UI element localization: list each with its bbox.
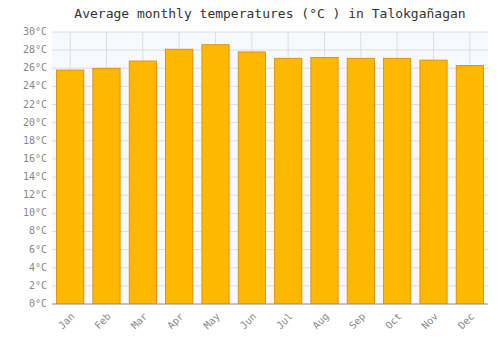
bar <box>347 58 374 304</box>
y-tick-label: 16°C <box>23 153 47 164</box>
bar <box>238 52 265 304</box>
bar <box>166 49 193 304</box>
x-tick-label: Dec <box>456 311 477 332</box>
x-tick-label: Aug <box>310 311 331 332</box>
chart-container: 0°C 2°C 4°C 6°C 8°C 10°C 12°C 14°C 16°C 18°C 20°C 2… <box>0 0 500 350</box>
y-tick-label: 30°C <box>23 26 47 37</box>
x-tick-label: Nov <box>419 311 440 332</box>
x-tick-label: Mar <box>129 311 150 332</box>
x-tick-label: Jul <box>274 311 295 332</box>
x-tick-label: May <box>201 311 222 332</box>
x-axis-line <box>52 304 488 305</box>
bar <box>420 60 447 304</box>
x-tick-label: Sep <box>347 311 368 332</box>
x-tick-label: Feb <box>92 311 113 332</box>
grid <box>52 32 488 304</box>
bar <box>93 68 120 304</box>
bar <box>129 61 156 304</box>
y-tick-label: 22°C <box>23 99 47 110</box>
bar <box>202 45 229 304</box>
bar <box>456 66 483 304</box>
y-axis: 0°C 2°C 4°C 6°C 8°C 10°C 12°C 14°C 16°C 18°C 20°C 2… <box>23 26 47 309</box>
y-grid-line <box>52 50 488 51</box>
bars <box>57 45 484 304</box>
bar <box>311 57 338 304</box>
y-tick-label: 0°C <box>29 298 47 309</box>
y-tick-label: 12°C <box>23 189 47 200</box>
chart-title: Average monthly temperatures (°C ) in Ta… <box>74 6 465 21</box>
y-grid-line <box>52 32 488 33</box>
chart-svg: 0°C 2°C 4°C 6°C 8°C 10°C 12°C 14°C 16°C 18°C 20°C 2… <box>0 0 500 350</box>
x-tick-label: Oct <box>383 311 404 332</box>
x-tick-label: Jan <box>56 311 77 332</box>
y-tick-label: 24°C <box>23 80 47 91</box>
x-axis: Jan Feb Mar Apr May Jun Jul Aug Sep Oct Nov Dec <box>52 304 488 331</box>
y-grid-line <box>52 304 488 305</box>
y-tick-label: 2°C <box>29 280 47 291</box>
bar <box>275 58 302 304</box>
y-tick-label: 18°C <box>23 135 47 146</box>
x-tick-label: Apr <box>165 311 186 332</box>
bar <box>57 70 84 304</box>
x-tick-label: Jun <box>238 311 259 332</box>
y-tick-label: 26°C <box>23 62 47 73</box>
y-tick-label: 20°C <box>23 117 47 128</box>
y-tick-label: 6°C <box>29 244 47 255</box>
y-tick-label: 28°C <box>23 44 47 55</box>
y-tick-label: 4°C <box>29 262 47 273</box>
y-tick-label: 14°C <box>23 171 47 182</box>
y-tick-label: 8°C <box>29 225 47 236</box>
plot-background <box>52 32 488 304</box>
bar <box>384 58 411 304</box>
y-tick-label: 10°C <box>23 207 47 218</box>
